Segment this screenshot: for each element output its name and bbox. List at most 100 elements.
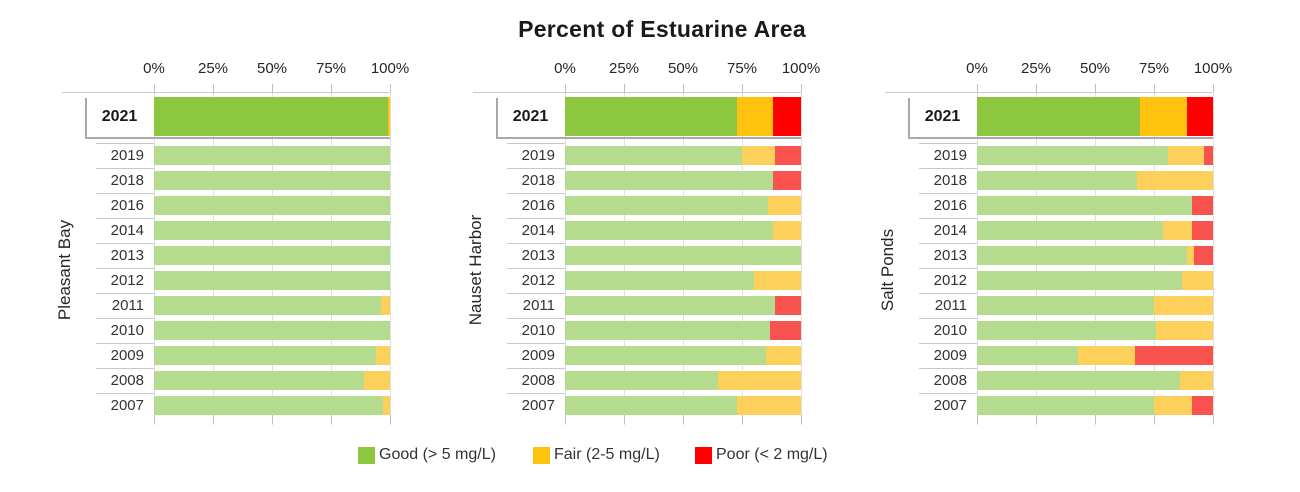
axis-tick-icon [331, 84, 332, 92]
bar-segment-fair [772, 221, 801, 240]
bar-segment-good [977, 396, 1154, 415]
year-label: 2008 [933, 372, 967, 389]
year-separator-line [507, 218, 565, 219]
legend-label-poor: Poor (< 2 mg/L) [716, 446, 828, 463]
year-separator-line [919, 393, 977, 394]
x-axis-tick-label: 25% [608, 60, 640, 77]
year-separator-line [96, 218, 154, 219]
bar-segment-good [565, 97, 738, 136]
year-label: 2018 [521, 172, 555, 189]
bar-row-2016 [154, 196, 390, 215]
year-separator-line [507, 393, 565, 394]
x-axis-tick-label: 25% [197, 60, 229, 77]
bar-segment-fair [1139, 97, 1188, 136]
bar-row-2016 [565, 196, 801, 215]
bar-row-2010 [565, 321, 801, 340]
bar-segment-poor [770, 321, 801, 340]
x-axis-tick-label: 75% [1138, 60, 1170, 77]
year-label: 2009 [521, 347, 555, 364]
axis-tick-icon [1036, 415, 1037, 424]
year-separator-line [507, 168, 565, 169]
bar-row-2014 [565, 221, 801, 240]
bar-segment-good [977, 171, 1138, 190]
year-separator-line [507, 193, 565, 194]
year-label-highlight: 2021 [924, 108, 961, 125]
year-label: 2010 [933, 322, 967, 339]
legend: Good (> 5 mg/L) Fair (2-5 mg/L) Poor (< … [0, 446, 1300, 468]
year-label: 2012 [110, 272, 144, 289]
bar-segment-poor [775, 146, 801, 165]
panel-axis-title: Nauset Harbor [466, 214, 485, 326]
bar-segment-fair [1182, 271, 1213, 290]
year-label: 2011 [522, 297, 555, 314]
year-separator-line [919, 193, 977, 194]
bar-segment-poor [1194, 246, 1213, 265]
axis-tick-icon [801, 84, 802, 92]
axis-tick-icon [683, 415, 684, 424]
x-axis-line [473, 92, 801, 93]
axis-tick-icon [742, 415, 743, 424]
bar-row-2008 [154, 371, 390, 390]
x-axis-tick-label: 100% [781, 60, 821, 77]
legend-label-fair: Fair (2-5 mg/L) [554, 446, 660, 463]
x-axis-tick-label: 0% [143, 60, 165, 77]
bar-segment-fair [742, 146, 776, 165]
legend-label-good: Good (> 5 mg/L) [379, 446, 496, 463]
bar-segment-fair [1168, 146, 1204, 165]
axis-tick-icon [624, 415, 625, 424]
bar-segment-fair [718, 371, 801, 390]
bar-segment-fair [737, 396, 801, 415]
highlight-bracket-bottom [496, 137, 801, 139]
panel-axis-title: Pleasant Bay [55, 219, 74, 321]
year-separator-line [919, 343, 977, 344]
bar-row-2012 [977, 271, 1213, 290]
bar-row-2010 [154, 321, 390, 340]
chart-panel-nauset-harbor: Nauset Harbor 0% 25% 50% 75% 100% 2021 2019 2018… [466, 60, 820, 440]
axis-tick-icon [977, 415, 978, 424]
bar-segment-poor [1191, 396, 1213, 415]
year-separator-line [919, 168, 977, 169]
x-axis-line [62, 92, 390, 93]
bar-row-2008 [565, 371, 801, 390]
year-label: 2007 [521, 397, 555, 414]
bar-segment-good [565, 221, 773, 240]
bar-row-2012 [565, 271, 801, 290]
bar-row-2011 [977, 296, 1213, 315]
year-separator-line [919, 268, 977, 269]
bar-row-2019 [565, 146, 801, 165]
year-separator-line [96, 193, 154, 194]
highlight-bracket-bottom [908, 137, 1213, 139]
year-separator-line [919, 318, 977, 319]
axis-tick-icon [1095, 84, 1096, 92]
bar-segment-good [154, 221, 390, 240]
bar-segment-good [154, 396, 383, 415]
bar-segment-good [154, 371, 365, 390]
bar-row-2014 [154, 221, 390, 240]
bar-segment-good [977, 146, 1169, 165]
x-axis-tick-label: 25% [1020, 60, 1052, 77]
year-label: 2009 [110, 347, 144, 364]
axis-tick-icon [1213, 415, 1214, 424]
bar-segment-good [154, 321, 390, 340]
gridline [390, 93, 391, 425]
year-separator-line [507, 143, 565, 144]
bar-segment-fair [1163, 221, 1192, 240]
bar-segment-fair [1154, 296, 1213, 315]
bar-segment-good [565, 371, 719, 390]
bar-segment-good [565, 396, 738, 415]
year-label: 2016 [110, 197, 144, 214]
bar-row-2019 [154, 146, 390, 165]
chart-panel-salt-ponds: Salt Ponds 0% 25% 50% 75% 100% 2021 2019 2018 201… [878, 60, 1232, 440]
year-label: 2008 [521, 372, 555, 389]
axis-tick-icon [977, 84, 978, 92]
axis-tick-icon [742, 84, 743, 92]
year-label: 2012 [933, 272, 967, 289]
good-swatch-icon [358, 446, 375, 464]
bar-segment-poor [1135, 346, 1213, 365]
legend-item-good: Good (> 5 mg/L) [358, 446, 496, 464]
bar-segment-fair [753, 271, 801, 290]
chart-panel-pleasant-bay: Pleasant Bay 0% 25% 50% 75% 100% 2021 2019 2018 2… [55, 60, 409, 440]
bar-segment-good [565, 346, 766, 365]
x-axis-tick-label: 0% [966, 60, 988, 77]
